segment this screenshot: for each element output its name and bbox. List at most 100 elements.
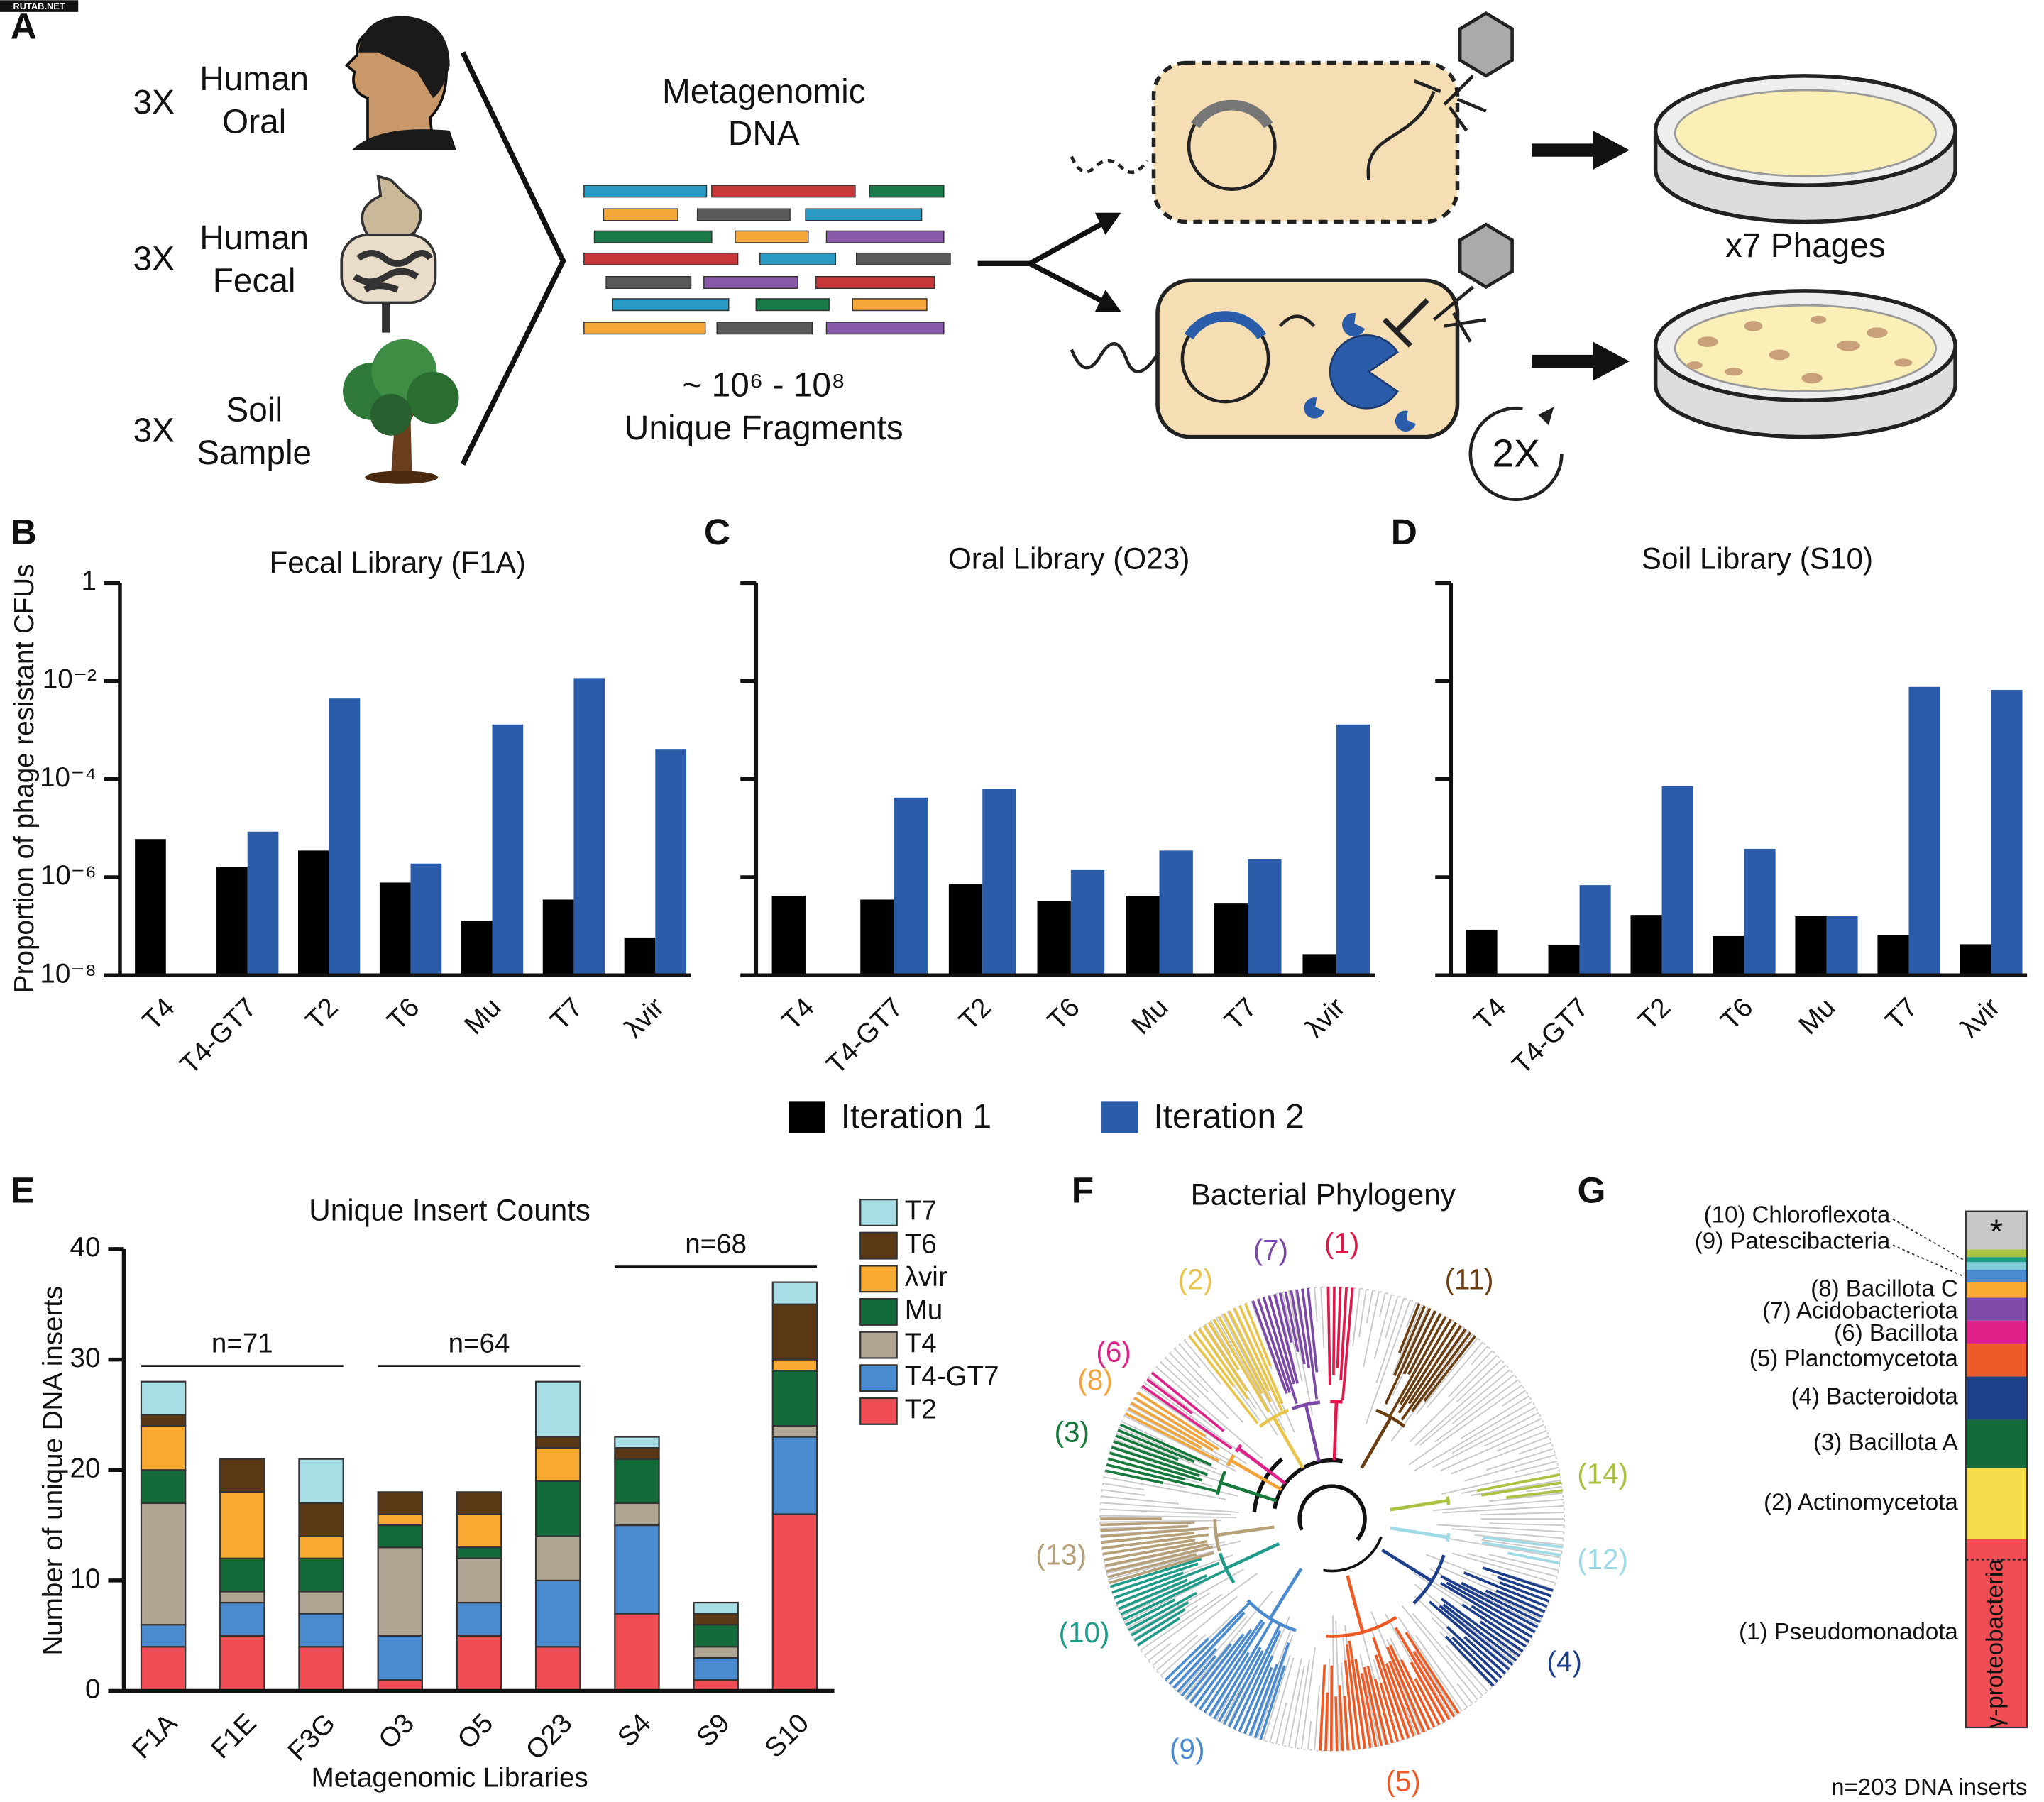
branch [1121,1421,1166,1443]
branch [1429,1568,1539,1626]
clade-leaf [1301,1288,1319,1400]
clade-leaf [1440,1598,1521,1657]
branch [1470,1479,1561,1497]
panel-label: F [1072,1170,1094,1211]
branch [1332,1615,1335,1752]
clade-arc [1412,1554,1446,1605]
bar-segment [614,1524,660,1615]
branch [1119,1427,1217,1471]
column-segment [1965,1262,2028,1270]
branch [1352,1288,1361,1347]
branch [1397,1617,1463,1712]
colony [1867,327,1888,339]
dna-fragment [703,275,798,289]
clade-arc [1258,1408,1290,1428]
branch [1104,1476,1226,1500]
clade-leaf [1133,1608,1186,1642]
clade-leaf [1194,1629,1253,1708]
branch [1365,1300,1411,1425]
bar-segment [377,1635,424,1681]
branch [1116,1432,1223,1476]
x-tick-label: T4-GT7 [820,992,908,1080]
clade-leaf [1208,1652,1250,1717]
segment-label: (6) Bacillota [1834,1320,1958,1346]
clade-stem [1220,1480,1278,1502]
dna-fragment [716,322,813,335]
clade-leaf [1104,1539,1208,1561]
bar-segment [219,1591,265,1604]
x-tick-label: Mu [1126,992,1174,1040]
dna-fragment [583,252,739,265]
segment-label: * [1990,1214,2004,1251]
clade-leaf [1366,1666,1388,1745]
chart-title: Oral Library (O23) [948,542,1189,575]
bar-segment [534,1579,581,1648]
clade-leaf [1354,1659,1372,1748]
bar-segment [298,1502,344,1537]
clade-arc [1246,1599,1297,1632]
column-segment [1965,1270,2028,1282]
panel-label: B [11,511,37,552]
branch [1405,1302,1417,1328]
branch [1108,1550,1215,1581]
source-count: 3X [133,84,175,121]
column-segment [1965,1343,2028,1377]
branch [1210,1688,1229,1718]
branch [1335,1620,1341,1751]
clade-leaf [1463,1571,1548,1608]
dna-fragment [612,298,730,312]
clade-leaf [1410,1661,1446,1723]
branch [1481,1539,1563,1552]
branch [1148,1642,1172,1661]
clade-leaf [1273,1293,1299,1384]
panel-label: D [1391,511,1417,552]
bar [1126,896,1160,976]
clade-leaf [1373,1679,1394,1744]
clade-label: (13) [1035,1538,1087,1571]
clade-leaf [1372,1637,1410,1739]
clade-leaf [1344,1660,1356,1750]
clade-leaf [1118,1578,1188,1610]
repeat-circle [1468,406,1564,502]
x-tick-label: T4 [776,992,820,1036]
clade-leaf [1379,1682,1400,1742]
branch [1114,1439,1208,1474]
clade-leaf [1125,1598,1176,1627]
bar [247,831,279,976]
clade-stem [1390,1498,1449,1512]
clade-leaf [1398,1303,1421,1353]
clade-leaf [1400,1659,1436,1728]
bracket-label: n=64 [449,1328,510,1358]
clade-leaf [1483,1536,1563,1549]
source-name: Soil [226,391,282,429]
clade-leaf [1131,1600,1189,1637]
column-segment [1965,1249,2028,1258]
clade-label: (3) [1055,1416,1089,1449]
branch [1282,1658,1302,1746]
bar-segment [140,1624,187,1648]
x-tick-label: F1E [205,1708,262,1764]
y-tick-label: 40 [70,1232,101,1263]
x-tick-label: λvir [1300,992,1351,1044]
source-name: Sample [197,434,312,472]
column-segment [1965,1297,2028,1321]
bar [1466,929,1498,976]
colony [1836,340,1861,351]
branch [1441,1466,1559,1495]
column-segment [1965,1320,2028,1344]
x-tick-label: T4 [1468,992,1512,1036]
bar [860,899,894,976]
branch [1174,1348,1244,1424]
clade-stem [1268,1567,1303,1620]
legend-label: λvir [905,1262,947,1292]
clade-leaf [1217,1316,1263,1395]
bar [297,850,329,976]
column-outline [1965,1210,2028,1729]
branch [1440,1424,1545,1472]
clade-leaf [1262,1297,1298,1405]
clade-leaf [1346,1644,1361,1750]
clade-leaf [1439,1605,1514,1666]
dna-fragment [603,208,678,221]
clade-leaf [1100,1521,1195,1527]
agar [1674,89,1937,177]
